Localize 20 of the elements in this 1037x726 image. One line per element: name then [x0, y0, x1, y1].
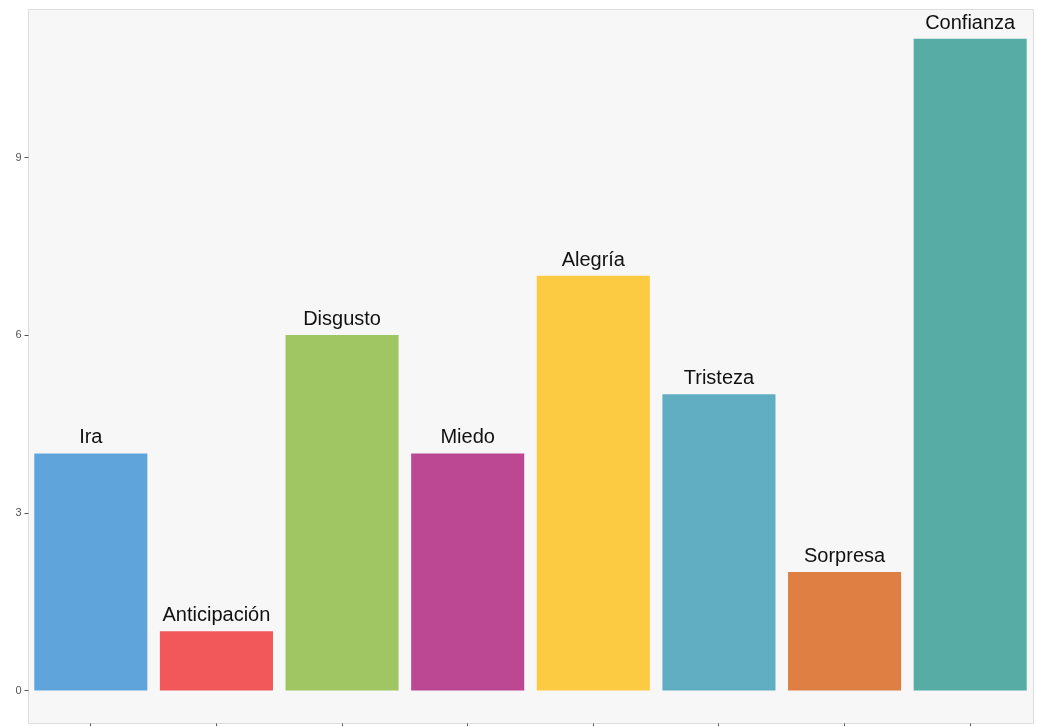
bar	[662, 394, 776, 691]
x-tick-label: Sorpresa	[803, 543, 887, 566]
x-tick-label: Confianza	[925, 10, 1017, 33]
x-tick-label: Disgusto	[303, 306, 381, 329]
bar	[159, 631, 273, 691]
bar	[411, 453, 525, 691]
x-tick-label: Alegría	[561, 247, 626, 270]
bar	[913, 38, 1027, 691]
bar	[34, 453, 148, 691]
x-tick-label: Miedo	[440, 425, 495, 448]
x-tick-label: Anticipación	[162, 603, 271, 626]
bar	[536, 275, 650, 691]
y-tick-label: 3	[15, 506, 22, 519]
x-tick-label: Tristeza	[683, 366, 755, 389]
y-tick-label: 0	[15, 683, 22, 696]
x-tick-label: Ira	[79, 425, 104, 448]
y-tick-label: 6	[15, 328, 22, 341]
y-tick-label: 9	[15, 150, 22, 163]
bar	[285, 334, 399, 691]
bar	[788, 571, 902, 691]
